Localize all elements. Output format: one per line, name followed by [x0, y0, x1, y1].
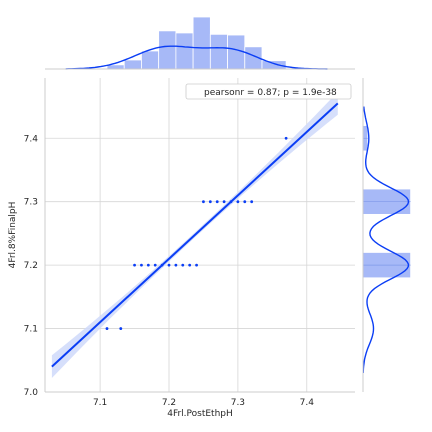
y-tick-label: 7.1 — [24, 325, 38, 335]
right-marginal-distribution — [362, 106, 412, 374]
scatter-point — [119, 327, 123, 330]
scatter-point — [167, 263, 171, 267]
regression-layer — [51, 102, 339, 368]
scatter-points — [105, 136, 288, 330]
scatter-point — [222, 200, 226, 204]
scatter-point — [174, 263, 178, 267]
scatter-point — [188, 263, 192, 267]
top-histogram-bar — [123, 59, 142, 70]
y-tick-label: 7.4 — [24, 134, 39, 144]
annotation-box — [185, 83, 352, 100]
scatter-point — [208, 200, 212, 204]
right-kde-curve — [362, 106, 410, 374]
scatter-point — [243, 200, 247, 204]
y-tick-label: 7.0 — [24, 388, 39, 398]
scatter-point — [229, 200, 233, 204]
x-tick-label: 7.1 — [93, 398, 107, 408]
x-tick-label: 7.4 — [300, 398, 315, 408]
x-axis-label: 4Frl.PostEthpH — [167, 409, 233, 419]
top-histogram-bar — [261, 60, 287, 70]
top-histogram-bar — [141, 50, 160, 70]
regression-line — [51, 102, 339, 368]
scatter-point — [181, 263, 185, 267]
scatter-point — [146, 263, 150, 267]
scatter-point — [153, 263, 157, 267]
x-axis-ticks: 7.1 7.2 7.3 7.4 — [93, 398, 314, 408]
scatter-point — [133, 263, 136, 267]
top-histogram-bar — [175, 32, 194, 70]
scatter-point — [215, 200, 219, 204]
x-tick-label: 7.3 — [231, 398, 245, 408]
top-histogram-bar — [158, 30, 177, 70]
scatter-point — [284, 136, 288, 140]
scatter-point — [160, 263, 164, 267]
y-axis-label: 4Frl.8%FinalpH — [8, 202, 18, 269]
top-histogram-bar — [192, 16, 211, 70]
scatter-point — [202, 200, 205, 204]
scatter-point — [105, 327, 109, 330]
annotation-text: pearsonr = 0.87; p = 1.9e-38 — [204, 88, 337, 98]
scatter-point — [236, 200, 240, 204]
scatter-point — [140, 263, 143, 267]
scatter-point — [250, 200, 254, 204]
y-tick-label: 7.3 — [24, 198, 38, 208]
y-tick-label: 7.2 — [24, 261, 38, 271]
scatter-point — [195, 263, 198, 267]
x-tick-label: 7.2 — [162, 398, 176, 408]
top-marginal-distribution — [65, 16, 328, 70]
top-kde-curve — [65, 45, 328, 70]
top-histogram-bar — [209, 33, 228, 70]
y-axis-ticks: 7.0 7.1 7.2 7.3 7.4 — [24, 134, 39, 398]
stat-annotation: pearsonr = 0.87; p = 1.9e-38 — [185, 83, 352, 100]
